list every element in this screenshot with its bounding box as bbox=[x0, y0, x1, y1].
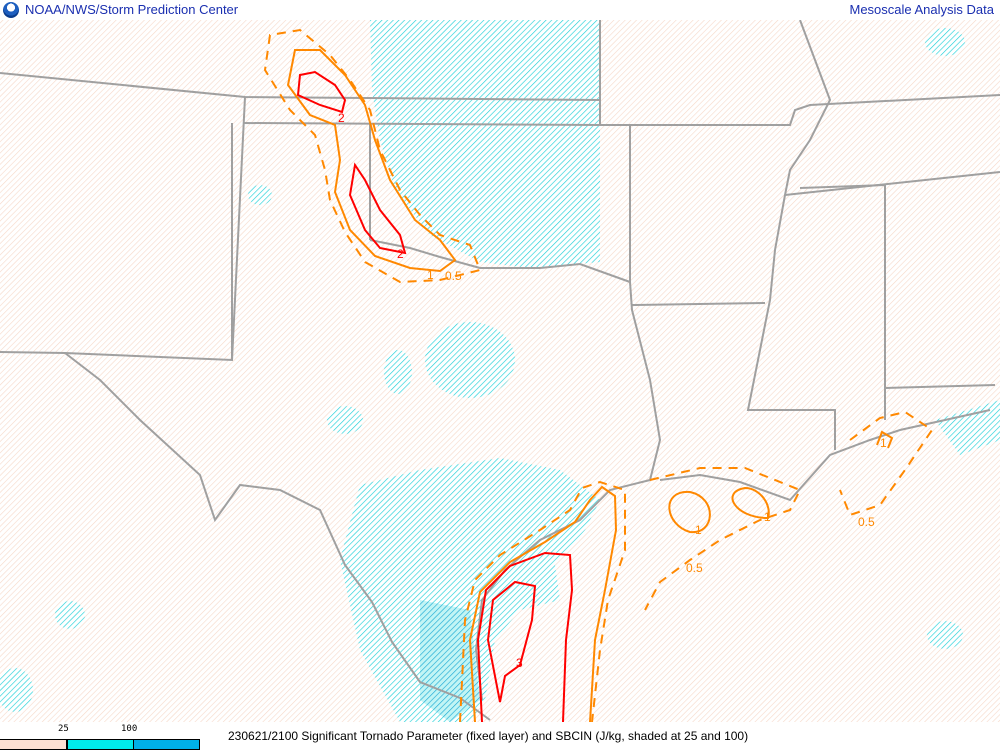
stp-contour-3 bbox=[486, 580, 537, 703]
product-title[interactable]: Mesoscale Analysis Data bbox=[849, 2, 994, 17]
sbcin-area bbox=[425, 322, 515, 398]
noaa-logo bbox=[3, 2, 19, 18]
sbcin-area-gulf-east bbox=[935, 400, 1000, 455]
stp-contours bbox=[263, 28, 934, 722]
legend-swatch-100 bbox=[133, 739, 200, 750]
stp-contour-1 bbox=[668, 490, 711, 534]
footer: 25 100 230621/2100 Significant Tornado P… bbox=[0, 722, 1000, 750]
sbcin-area bbox=[55, 601, 85, 629]
sbcin-area-oklahoma bbox=[370, 20, 600, 268]
contour-label: 1 bbox=[764, 510, 771, 524]
stp-contour-1 bbox=[876, 430, 894, 449]
contour-label: 2 bbox=[338, 111, 345, 125]
sbcin-area-rio-grande bbox=[420, 600, 480, 722]
stp-contour-1 bbox=[468, 485, 618, 722]
legend-label: 100 bbox=[121, 724, 138, 734]
stp-contour-1 bbox=[286, 49, 457, 273]
sbcin-area bbox=[925, 28, 965, 56]
contour-label: 2 bbox=[397, 247, 404, 261]
contour-label: 1 bbox=[427, 268, 434, 282]
sbcin-area bbox=[927, 621, 963, 649]
contour-labels: 2 2 1 0.5 3 1 1 0.5 0.5 1 bbox=[338, 111, 887, 670]
contour-label: 1 bbox=[695, 523, 702, 537]
contour-label: 0.5 bbox=[686, 561, 703, 575]
contour-label: 3 bbox=[516, 656, 523, 670]
map-caption: 230621/2100 Significant Tornado Paramete… bbox=[228, 729, 749, 743]
stp-contour-0.5 bbox=[839, 410, 934, 517]
sbcin-area-south-texas bbox=[340, 458, 600, 722]
sbcin-area bbox=[248, 185, 272, 205]
legend-label: 25 bbox=[58, 724, 69, 734]
sbcin-area bbox=[0, 668, 33, 712]
contour-label: 0.5 bbox=[858, 515, 875, 529]
map: 2 2 1 0.5 3 1 1 0.5 0.5 1 bbox=[0, 20, 1000, 722]
state-borders bbox=[0, 20, 1000, 721]
header: NOAA/NWS/Storm Prediction Center Mesosca… bbox=[0, 0, 1000, 20]
sbcin-area bbox=[384, 350, 412, 394]
contour-label: 0.5 bbox=[445, 269, 462, 283]
legend-swatch-25 bbox=[67, 739, 134, 750]
stp-contour-0.5 bbox=[263, 28, 482, 284]
stp-contour-2 bbox=[348, 162, 407, 255]
stp-contour-0.5 bbox=[644, 467, 802, 611]
stp-contour-2 bbox=[296, 70, 347, 114]
contour-label: 1 bbox=[880, 436, 887, 450]
stp-contour-2 bbox=[476, 551, 574, 722]
sbcin-area bbox=[327, 406, 363, 434]
org-title: NOAA/NWS/Storm Prediction Center bbox=[25, 2, 239, 17]
stp-contour-1 bbox=[731, 486, 770, 520]
legend-swatch-low bbox=[0, 739, 67, 750]
sbcin-shading bbox=[0, 20, 1000, 722]
